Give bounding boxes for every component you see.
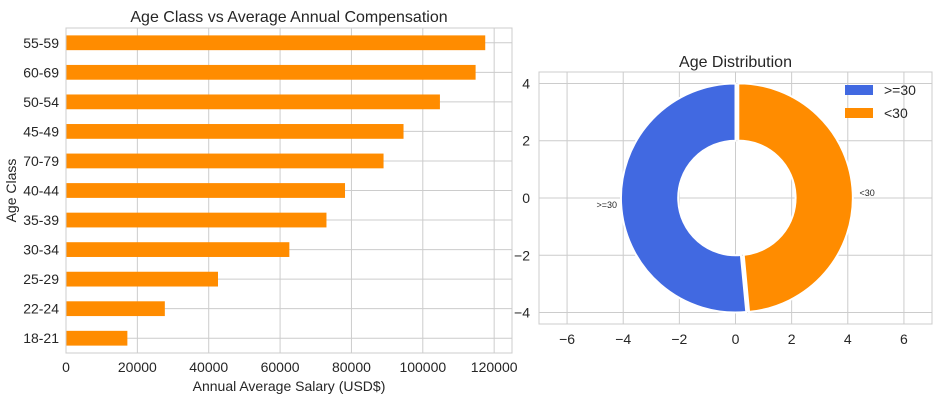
donut-slice-1 xyxy=(737,82,854,313)
donut-chart-x-tick-label: 6 xyxy=(900,331,908,347)
donut-chart-x-tick-label: −6 xyxy=(559,331,575,347)
bar-chart-x-tick-label: 20000 xyxy=(118,359,157,375)
bar-25-29 xyxy=(66,271,218,287)
bar-chart-y-tick-label: 35-39 xyxy=(23,212,59,228)
bar-chart-x-tick-label: 60000 xyxy=(261,359,300,375)
donut-chart-y-tick-label: 0 xyxy=(522,190,530,206)
donut-slice-label: >=30 xyxy=(597,200,618,210)
legend-entry-label: >=30 xyxy=(884,82,916,98)
donut-chart: >=30 <30 −6 −4 −2 0 2 4 6 −4 −2 0 2 4 Age Distribut… xyxy=(514,54,933,347)
donut-chart-x-tick-label: 4 xyxy=(844,331,852,347)
donut-chart-x-tick-label: −4 xyxy=(615,331,631,347)
bar-chart-frame xyxy=(65,27,513,354)
donut-chart-y-tick-label: −2 xyxy=(514,247,530,263)
bar-60-69 xyxy=(66,64,476,80)
donut-chart-y-tick-label: 4 xyxy=(522,75,530,91)
bar-chart-x-tick-label: 40000 xyxy=(189,359,228,375)
bar-50-54 xyxy=(66,94,440,110)
donut-chart-x-tick-label: −2 xyxy=(671,331,687,347)
bar-22-24 xyxy=(66,301,165,317)
bar-chart-x-tick-labels: 0 20000 40000 60000 80000 100000 120000 xyxy=(62,359,518,375)
bar-chart-y-tick-label: 55-59 xyxy=(23,35,59,51)
bar-35-39 xyxy=(66,212,327,228)
donut-chart-slices xyxy=(620,82,854,314)
bar-chart-x-tick-label: 120000 xyxy=(471,359,518,375)
bar-chart-y-tick-label: 70-79 xyxy=(23,153,59,169)
donut-chart-x-tick-label: 0 xyxy=(732,331,740,347)
bar-chart-x-axis-label: Annual Average Salary (USD$) xyxy=(193,378,386,394)
bar-chart-y-tick-label: 45-49 xyxy=(23,123,59,139)
donut-chart-x-tick-label: 2 xyxy=(788,331,796,347)
bar-chart-bars xyxy=(66,35,486,346)
bar-chart-x-tick-label: 80000 xyxy=(332,359,371,375)
bar-40-44 xyxy=(66,183,346,198)
legend-swatch xyxy=(845,108,873,118)
bar-chart-y-tick-label: 25-29 xyxy=(23,271,59,287)
donut-slice-0 xyxy=(620,82,748,314)
bar-chart-y-tick-label: 60-69 xyxy=(23,64,59,80)
bar-chart-title: Age Class vs Average Annual Compensation xyxy=(130,9,447,26)
donut-chart-slice-labels: >=30 <30 xyxy=(597,188,875,210)
donut-chart-frame xyxy=(538,71,933,325)
bar-chart-y-tick-label: 18-21 xyxy=(23,330,59,346)
bar-chart-x-tick-label: 100000 xyxy=(399,359,446,375)
bar-chart-y-tick-label: 30-34 xyxy=(23,242,59,258)
bar-55-59 xyxy=(66,35,486,51)
donut-chart-legend: >=30 <30 xyxy=(845,82,916,121)
bar-chart-y-tick-label: 50-54 xyxy=(23,94,59,110)
bar-chart-y-tick-labels: 55-59 60-69 50-54 45-49 70-79 40-44 35-39 30-34… xyxy=(23,35,59,346)
bar-70-79 xyxy=(66,153,384,169)
donut-chart-title: Age Distribution xyxy=(679,54,792,71)
donut-chart-y-tick-label: −4 xyxy=(514,305,530,321)
bar-45-49 xyxy=(66,124,404,139)
legend-entry-label: <30 xyxy=(884,105,908,121)
bar-chart-y-axis-label: Age Class xyxy=(3,159,19,223)
bar-chart: 55-59 60-69 50-54 45-49 70-79 40-44 35-39 30-34… xyxy=(3,9,518,394)
bar-chart-y-tick-label: 40-44 xyxy=(23,183,59,199)
donut-chart-y-tick-label: 2 xyxy=(522,133,530,149)
bar-chart-y-tick-label: 22-24 xyxy=(23,301,59,317)
donut-chart-x-tick-labels: −6 −4 −2 0 2 4 6 xyxy=(559,331,908,347)
bar-chart-x-tick-label: 0 xyxy=(62,359,70,375)
donut-chart-y-tick-labels: −4 −2 0 2 4 xyxy=(514,75,530,320)
donut-slice-label: <30 xyxy=(859,188,874,198)
legend-swatch xyxy=(845,85,873,95)
bar-30-34 xyxy=(66,242,290,257)
bar-18-21 xyxy=(66,330,128,346)
